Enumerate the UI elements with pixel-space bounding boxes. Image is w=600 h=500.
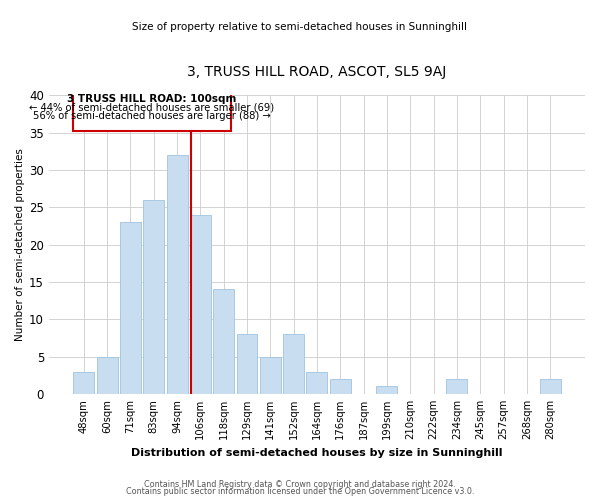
Text: 56% of semi-detached houses are larger (88) →: 56% of semi-detached houses are larger (… bbox=[33, 111, 271, 121]
Bar bbox=[143, 200, 164, 394]
Text: 3 TRUSS HILL ROAD: 100sqm: 3 TRUSS HILL ROAD: 100sqm bbox=[67, 94, 236, 104]
Text: Size of property relative to semi-detached houses in Sunninghill: Size of property relative to semi-detach… bbox=[133, 22, 467, 32]
Text: ← 44% of semi-detached houses are smaller (69): ← 44% of semi-detached houses are smalle… bbox=[29, 103, 275, 113]
Y-axis label: Number of semi-detached properties: Number of semi-detached properties bbox=[15, 148, 25, 341]
Text: Contains public sector information licensed under the Open Government Licence v3: Contains public sector information licen… bbox=[126, 487, 474, 496]
Bar bbox=[539, 379, 560, 394]
Text: Contains HM Land Registry data © Crown copyright and database right 2024.: Contains HM Land Registry data © Crown c… bbox=[144, 480, 456, 489]
FancyBboxPatch shape bbox=[73, 93, 230, 132]
Bar bbox=[330, 379, 351, 394]
Bar bbox=[190, 215, 211, 394]
Bar bbox=[213, 290, 234, 394]
Bar bbox=[307, 372, 328, 394]
Bar bbox=[283, 334, 304, 394]
Title: 3, TRUSS HILL ROAD, ASCOT, SL5 9AJ: 3, TRUSS HILL ROAD, ASCOT, SL5 9AJ bbox=[187, 65, 446, 79]
Bar bbox=[120, 222, 141, 394]
Bar bbox=[376, 386, 397, 394]
Bar bbox=[73, 372, 94, 394]
Bar bbox=[236, 334, 257, 394]
Bar bbox=[260, 356, 281, 394]
X-axis label: Distribution of semi-detached houses by size in Sunninghill: Distribution of semi-detached houses by … bbox=[131, 448, 503, 458]
Bar bbox=[167, 155, 188, 394]
Bar bbox=[97, 356, 118, 394]
Bar bbox=[446, 379, 467, 394]
